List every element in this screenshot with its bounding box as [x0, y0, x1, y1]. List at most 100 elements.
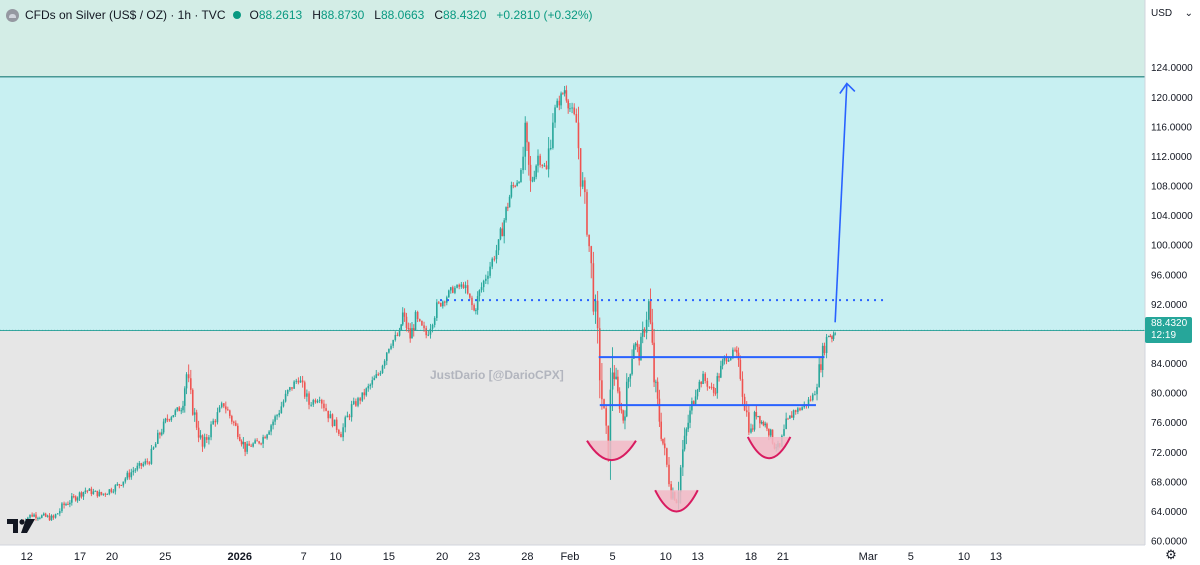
- candle-body: [751, 428, 754, 430]
- candle-body: [254, 440, 256, 444]
- candle-body: [130, 472, 133, 478]
- currency-dropdown[interactable]: USD ⌄: [1146, 3, 1198, 23]
- symbol-title[interactable]: CFDs on Silver (US$ / OZ) · 1h · TVC: [25, 8, 226, 22]
- y-tick-label: 76.0000: [1151, 418, 1188, 429]
- candle-body: [829, 335, 832, 337]
- candle-body: [42, 513, 45, 516]
- candle-body: [229, 410, 231, 417]
- candle-body: [448, 290, 450, 298]
- candle-body: [270, 425, 272, 432]
- candle-body: [278, 413, 281, 416]
- candle-body: [216, 412, 219, 423]
- candle-body: [716, 376, 719, 394]
- candles: [20, 85, 836, 525]
- candle-body: [250, 445, 252, 447]
- candle-body: [666, 448, 668, 465]
- candle-body: [162, 421, 165, 433]
- candle-body: [233, 421, 235, 423]
- candle-body: [692, 401, 695, 405]
- candle-body: [440, 302, 442, 307]
- candle-body: [342, 427, 344, 438]
- candle-body: [832, 334, 835, 339]
- open-label: O: [249, 8, 259, 22]
- candle-body: [112, 491, 115, 493]
- candle-body: [248, 443, 250, 446]
- candle-body: [411, 328, 413, 339]
- market-status-icon[interactable]: [233, 11, 242, 19]
- candle-body: [811, 394, 814, 401]
- gear-icon[interactable]: ⚙: [1165, 547, 1177, 562]
- candle-body: [820, 364, 822, 370]
- candle-body: [825, 336, 828, 354]
- candle-body: [755, 412, 758, 417]
- candle-body: [126, 472, 129, 479]
- candle-body: [199, 435, 202, 438]
- candle-body: [396, 334, 399, 336]
- y-tick-label: 92.0000: [1151, 300, 1188, 311]
- candle-body: [335, 419, 338, 430]
- candle-body: [531, 180, 534, 182]
- chevron-down-icon: ⌄: [1184, 7, 1193, 19]
- candle-body: [318, 400, 321, 402]
- candle-body: [475, 310, 477, 312]
- candle-body: [33, 514, 35, 517]
- candle-body: [208, 437, 210, 440]
- x-tick-label: 13: [990, 551, 1002, 563]
- candle-body: [745, 410, 748, 413]
- candle-body: [371, 380, 374, 385]
- candle-body: [160, 432, 163, 435]
- candle-body: [212, 420, 214, 425]
- candle-body: [148, 462, 151, 464]
- candle-body: [172, 415, 175, 418]
- candle-body: [180, 410, 183, 412]
- candle-body: [682, 449, 684, 468]
- candle-body: [668, 464, 670, 485]
- candle-body: [785, 418, 787, 430]
- candle-body: [108, 489, 111, 494]
- current-price-tag: 88.4320 12:19: [1145, 317, 1192, 343]
- x-tick-label: Feb: [560, 551, 579, 563]
- tradingview-logo-icon[interactable]: [7, 519, 35, 533]
- candle-body: [651, 322, 654, 343]
- candle-body: [816, 387, 818, 395]
- candle-body: [721, 360, 724, 366]
- candle-body: [647, 301, 650, 320]
- candle-body: [331, 414, 334, 427]
- candle-body: [414, 311, 417, 331]
- candle-body: [295, 380, 298, 382]
- candle-body: [442, 301, 444, 307]
- candle-body: [762, 421, 765, 426]
- candle-body: [456, 284, 458, 288]
- candle-body: [262, 437, 264, 444]
- candle-body: [527, 142, 530, 165]
- candle-body: [764, 423, 766, 426]
- candle-body: [760, 421, 763, 424]
- candle-body: [348, 415, 351, 418]
- candle-body: [39, 517, 41, 519]
- candle-body: [237, 425, 239, 437]
- candle-body: [350, 404, 353, 418]
- candle-body: [689, 410, 691, 423]
- candle-body: [757, 415, 759, 417]
- candle-body: [625, 381, 628, 417]
- candle-body: [84, 490, 87, 492]
- candle-body: [734, 349, 736, 351]
- candle-body: [789, 415, 791, 419]
- metal-symbol-icon[interactable]: [6, 8, 19, 22]
- candle-body: [176, 407, 179, 411]
- candle-body: [166, 418, 169, 420]
- candle-body: [759, 415, 761, 424]
- candle-body: [316, 400, 319, 403]
- candle-body: [526, 122, 528, 143]
- candle-body: [65, 504, 67, 506]
- candle-body: [629, 374, 632, 379]
- candle-body: [794, 410, 797, 412]
- candle-body: [556, 100, 558, 108]
- candle-body: [280, 406, 283, 414]
- candle-body: [658, 398, 661, 422]
- candle-body: [741, 378, 744, 397]
- candle-body: [346, 415, 349, 418]
- candle-body: [660, 421, 662, 439]
